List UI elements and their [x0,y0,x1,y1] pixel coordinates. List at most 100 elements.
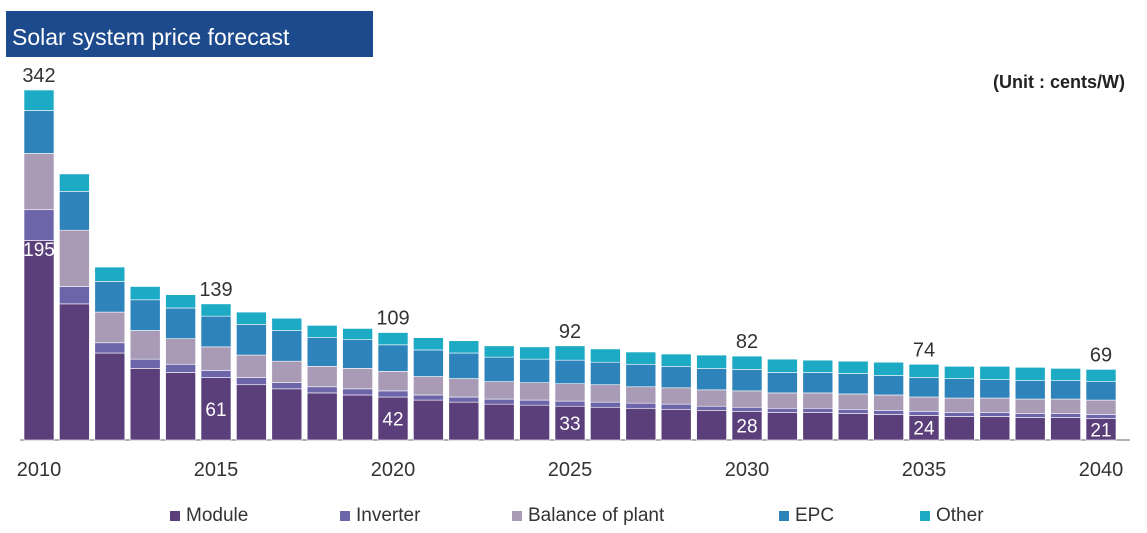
bar-module-2011 [59,303,90,441]
bar-inverter-2019 [342,388,373,396]
bar-balance-of-plant-2011 [59,229,90,287]
bar-inverter-2011 [59,286,90,305]
bar-module-2036 [944,416,975,441]
bar-other-2016 [236,311,267,325]
bar-other-2018 [306,325,338,338]
bar-balance-of-plant-2035 [908,396,940,412]
bar-balance-of-plant-2029 [696,389,727,407]
bar-other-2038 [1014,367,1046,381]
bar-other-2010 [23,89,55,111]
module-value-label: 33 [559,414,580,435]
module-value-label: 21 [1090,420,1111,441]
bar-balance-of-plant-2025 [554,383,586,402]
bar-inverter-2013 [129,358,161,369]
chart-plot-area: 2010 2015 2020 2025 2030 2035 2040 342 139 109 92 8… [17,65,1130,481]
legend-label: EPC [795,505,835,526]
bar-module-2022 [448,401,480,441]
bar-epc-2032 [802,372,834,394]
bar-other-2025 [554,345,586,361]
bar-other-2012 [94,266,126,282]
bar-other-2014 [165,294,196,309]
legend-label: Balance of plant [528,505,665,526]
bar-balance-of-plant-2021 [413,376,444,396]
bar-inverter-2036 [944,412,975,417]
bar-inverter-2029 [696,405,727,411]
legend-item-balance-of-plant: Balance of plant [512,505,664,527]
bar-epc-2017 [271,330,303,362]
bar-balance-of-plant-2012 [94,311,126,344]
bar-inverter-2022 [448,396,480,403]
bar-module-2014 [165,372,196,441]
bar-module-2024 [519,404,550,441]
bar-other-2024 [519,346,550,360]
bar-epc-2029 [696,368,727,391]
bar-balance-of-plant-2016 [236,354,267,378]
bar-other-2023 [483,345,515,358]
bar-epc-2025 [554,359,586,385]
bar-epc-2021 [413,349,444,377]
bar-inverter-2035 [908,411,940,416]
bar-balance-of-plant-2033 [837,393,869,410]
bar-balance-of-plant-2010 [23,153,55,211]
bar-inverter-2015 [200,370,232,378]
bar-epc-2027 [625,363,657,388]
bar-epc-2022 [448,352,480,379]
total-label: 69 [1090,344,1112,366]
bar-other-2021 [413,337,444,351]
bar-other-2035 [908,363,940,378]
bar-module-2038 [1014,417,1046,441]
bar-inverter-2032 [802,407,834,413]
bar-module-2018 [306,392,338,441]
bar-balance-of-plant-2039 [1050,398,1081,414]
bar-balance-of-plant-2034 [873,394,904,411]
bar-epc-2040 [1085,381,1117,401]
bar-epc-2037 [979,379,1011,399]
x-tick-label: 2035 [902,459,947,481]
bar-balance-of-plant-2038 [1014,398,1046,414]
bar-other-2027 [625,351,657,365]
bar-inverter-2023 [483,398,515,405]
bar-module-2025 [554,405,586,441]
bar-inverter-2024 [519,399,550,406]
bar-other-2015 [200,303,232,317]
module-value-label: 24 [913,419,935,440]
total-label: 92 [559,321,581,343]
title-banner: Solar system price forecast [6,11,373,57]
bar-inverter-2038 [1014,413,1046,418]
bar-inverter-2021 [413,394,444,401]
legend-label: Other [936,505,984,526]
module-value-label: 28 [736,417,757,438]
bar-module-2013 [129,368,161,441]
bar-module-2016 [236,384,267,441]
bar-module-2017 [271,388,303,441]
bar-epc-2024 [519,358,550,383]
bar-other-2019 [342,328,373,341]
bar-module-2039 [1050,417,1081,441]
bar-epc-2036 [944,378,975,399]
bar-inverter-2040 [1085,414,1117,419]
bar-module-2035 [908,415,940,441]
bar-module-2033 [837,413,869,441]
bar-balance-of-plant-2015 [200,346,232,371]
bar-other-2013 [129,286,161,301]
total-label: 109 [376,308,409,330]
legend-item-inverter: Inverter [340,505,420,527]
legend-label: Inverter [356,505,421,526]
bar-module-2027 [625,407,657,441]
bar-balance-of-plant-2024 [519,382,550,401]
bar-module-2010 [23,240,55,441]
bar-module-2026 [590,406,621,441]
bar-epc-2016 [236,324,267,356]
chart-title: Solar system price forecast [12,24,290,50]
total-label: 342 [22,65,55,87]
bar-epc-2031 [767,372,798,394]
legend-swatch [340,511,350,521]
bar-balance-of-plant-2022 [448,378,480,398]
legend-label: Module [186,505,249,526]
bar-module-2021 [413,399,444,441]
bar-epc-2010 [23,110,55,154]
bar-balance-of-plant-2036 [944,397,975,413]
legend-swatch [920,511,930,521]
total-label: 82 [736,331,758,353]
bar-module-2032 [802,412,834,441]
